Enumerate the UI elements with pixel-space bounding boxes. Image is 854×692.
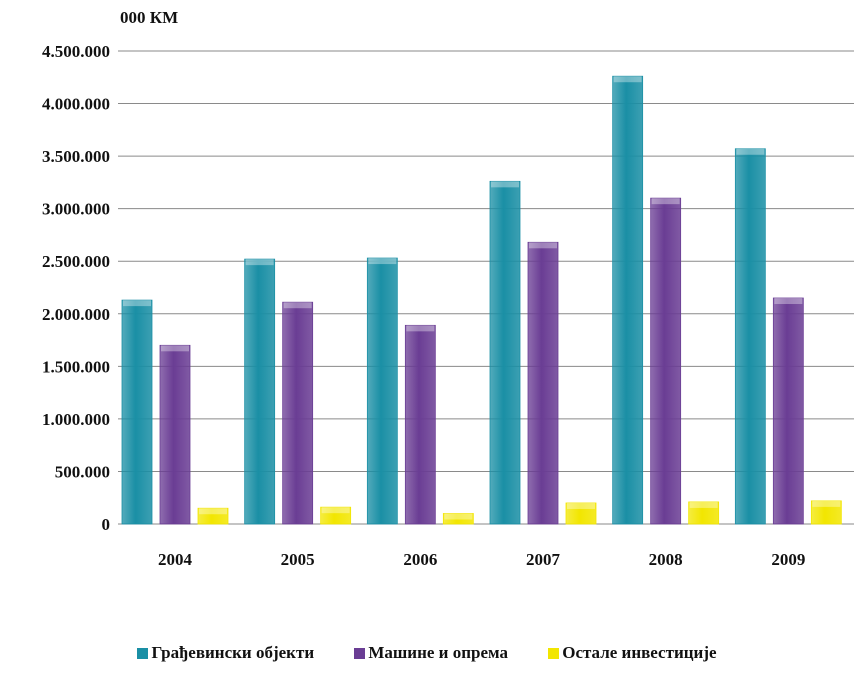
bar-1-2004 <box>160 345 190 524</box>
y-tick-label: 1.000.000 <box>42 410 110 429</box>
bar-highlight <box>444 513 472 519</box>
legend-item-2: Остале инвестиције <box>548 643 716 663</box>
legend: Грађевински објекти Машине и опрема Оста… <box>0 643 854 664</box>
y-tick-label: 2.000.000 <box>42 305 110 324</box>
bar-highlight <box>652 198 680 204</box>
x-category-label: 2005 <box>281 550 315 569</box>
legend-label-2: Остале инвестиције <box>562 643 716 663</box>
y-tick-label: 3.500.000 <box>42 147 110 166</box>
y-tick-label: 500.000 <box>55 462 110 481</box>
bar-0-2009 <box>735 149 765 524</box>
y-tick-label: 4.500.000 <box>42 42 110 61</box>
legend-swatch-1 <box>354 648 365 659</box>
bar-highlight <box>812 501 840 507</box>
bar-highlight <box>246 259 274 265</box>
legend-label-0: Грађевински објекти <box>151 643 314 663</box>
bar-1-2007 <box>528 242 558 524</box>
x-category-label: 2007 <box>526 550 561 569</box>
bar-highlight <box>368 258 396 264</box>
bar-highlight <box>322 507 350 513</box>
bar-highlight <box>736 149 764 155</box>
bar-highlight <box>774 298 802 304</box>
x-category-label: 2008 <box>649 550 683 569</box>
y-tick-label: 3.000.000 <box>42 200 110 219</box>
y-tick-label: 1.500.000 <box>42 357 110 376</box>
bar-1-2008 <box>651 198 681 524</box>
legend-item-0: Грађевински објекти <box>137 643 314 663</box>
bar-1-2006 <box>405 325 435 524</box>
y-tick-label: 2.500.000 <box>42 252 110 271</box>
bar-0-2008 <box>613 76 643 524</box>
bar-0-2006 <box>367 258 397 524</box>
bar-highlight <box>284 302 312 308</box>
bar-highlight <box>614 76 642 82</box>
bar-highlight <box>529 242 557 248</box>
bar-highlight <box>567 503 595 509</box>
y-axis-ticks: 0 500.000 1.000.000 1.500.000 2.000.000 2.500… <box>42 42 110 534</box>
bar-0-2004 <box>122 300 152 524</box>
x-category-label: 2006 <box>403 550 437 569</box>
legend-swatch-2 <box>548 648 559 659</box>
bar-1-2005 <box>283 302 313 524</box>
bar-highlight <box>161 345 189 351</box>
x-axis-categories: 2004 2005 2006 2007 2008 2009 <box>158 550 805 569</box>
x-category-label: 2004 <box>158 550 193 569</box>
bar-highlight <box>123 300 151 306</box>
legend-label-1: Машине и опрема <box>368 643 508 663</box>
bar-1-2009 <box>773 298 803 524</box>
bar-highlight <box>199 508 227 514</box>
bar-0-2007 <box>490 181 520 524</box>
bar-0-2005 <box>245 259 275 524</box>
bars <box>122 76 841 524</box>
legend-item-1: Машине и опрема <box>354 643 508 663</box>
bar-highlight <box>491 181 519 187</box>
x-category-label: 2009 <box>771 550 805 569</box>
y-tick-label: 4.000.000 <box>42 95 110 114</box>
bar-highlight <box>690 502 718 508</box>
y-tick-label: 0 <box>102 515 111 534</box>
bar-chart: 0 500.000 1.000.000 1.500.000 2.000.000 2.500… <box>0 0 854 600</box>
bar-highlight <box>406 325 434 331</box>
legend-swatch-0 <box>137 648 148 659</box>
